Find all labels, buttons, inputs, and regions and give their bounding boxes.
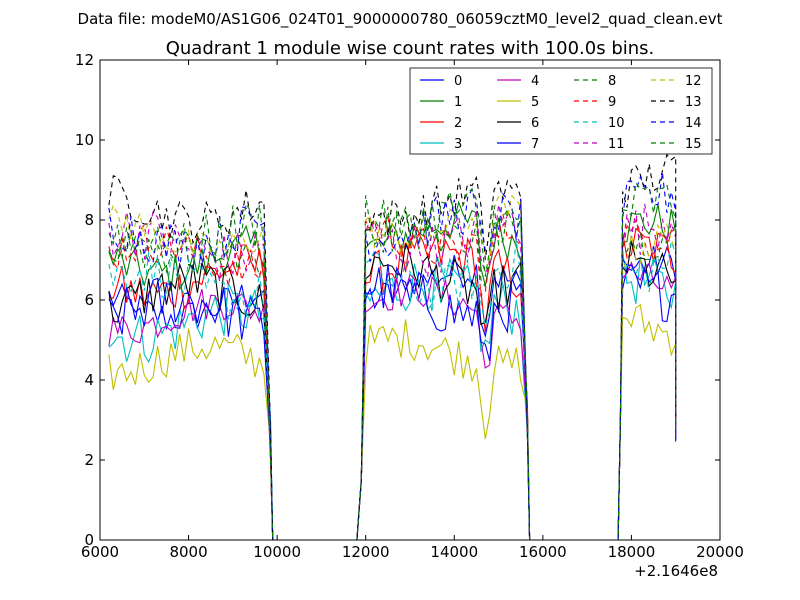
x-tick-label: 14000	[430, 543, 478, 561]
y-tick-label: 0	[84, 531, 94, 549]
series-line-9	[108, 213, 677, 541]
chart-title: Quadrant 1 module wise count rates with …	[166, 38, 655, 59]
series-line-14	[108, 172, 677, 541]
x-offset-label: +2.1646e8	[634, 562, 718, 580]
legend-label-13: 13	[685, 95, 702, 110]
legend-label-9: 9	[608, 95, 616, 110]
legend-label-7: 7	[531, 137, 539, 152]
legend-label-12: 12	[685, 74, 702, 89]
x-tick-label: 20000	[696, 543, 744, 561]
series-line-5	[108, 303, 677, 541]
series-line-13	[108, 153, 677, 541]
series-line-3	[108, 250, 677, 541]
x-tick-label: 18000	[608, 543, 656, 561]
y-tick-label: 6	[84, 291, 94, 309]
chart-suptitle: Data file: modeM0/AS1G06_024T01_90000007…	[78, 10, 723, 29]
y-tick-label: 8	[84, 211, 94, 229]
y-tick-label: 4	[84, 371, 94, 389]
legend-label-0: 0	[454, 74, 462, 89]
legend-label-1: 1	[454, 95, 462, 110]
y-tick-label: 10	[75, 131, 94, 149]
x-tick-label: 12000	[342, 543, 390, 561]
series-line-4	[108, 260, 677, 541]
y-tick-label: 2	[84, 451, 94, 469]
series-line-0	[108, 245, 677, 541]
x-tick-label: 6000	[81, 543, 119, 561]
plot-series-group	[108, 153, 677, 541]
legend-label-3: 3	[454, 137, 462, 152]
legend-label-14: 14	[685, 116, 702, 131]
axes-group: 6000 8000 10000 12000 14000 16000 18000 20000 0 2…	[75, 51, 744, 561]
series-line-10	[108, 239, 677, 541]
series-line-7	[108, 257, 677, 541]
legend-label-10: 10	[608, 116, 625, 131]
x-tick-label: 16000	[519, 543, 567, 561]
legend-label-5: 5	[531, 95, 539, 110]
y-tick-label: 12	[75, 51, 94, 69]
legend-label-8: 8	[608, 74, 616, 89]
x-tick-label: 8000	[169, 543, 207, 561]
legend-label-11: 11	[608, 137, 625, 152]
legend-label-6: 6	[531, 116, 539, 131]
legend-label-4: 4	[531, 74, 539, 89]
legend-box	[409, 67, 713, 155]
x-tick-label: 10000	[253, 543, 301, 561]
series-line-15	[108, 181, 677, 541]
legend-label-15: 15	[685, 137, 702, 152]
series-line-2	[108, 227, 677, 541]
series-line-11	[108, 203, 677, 541]
legend-label-2: 2	[454, 116, 462, 131]
